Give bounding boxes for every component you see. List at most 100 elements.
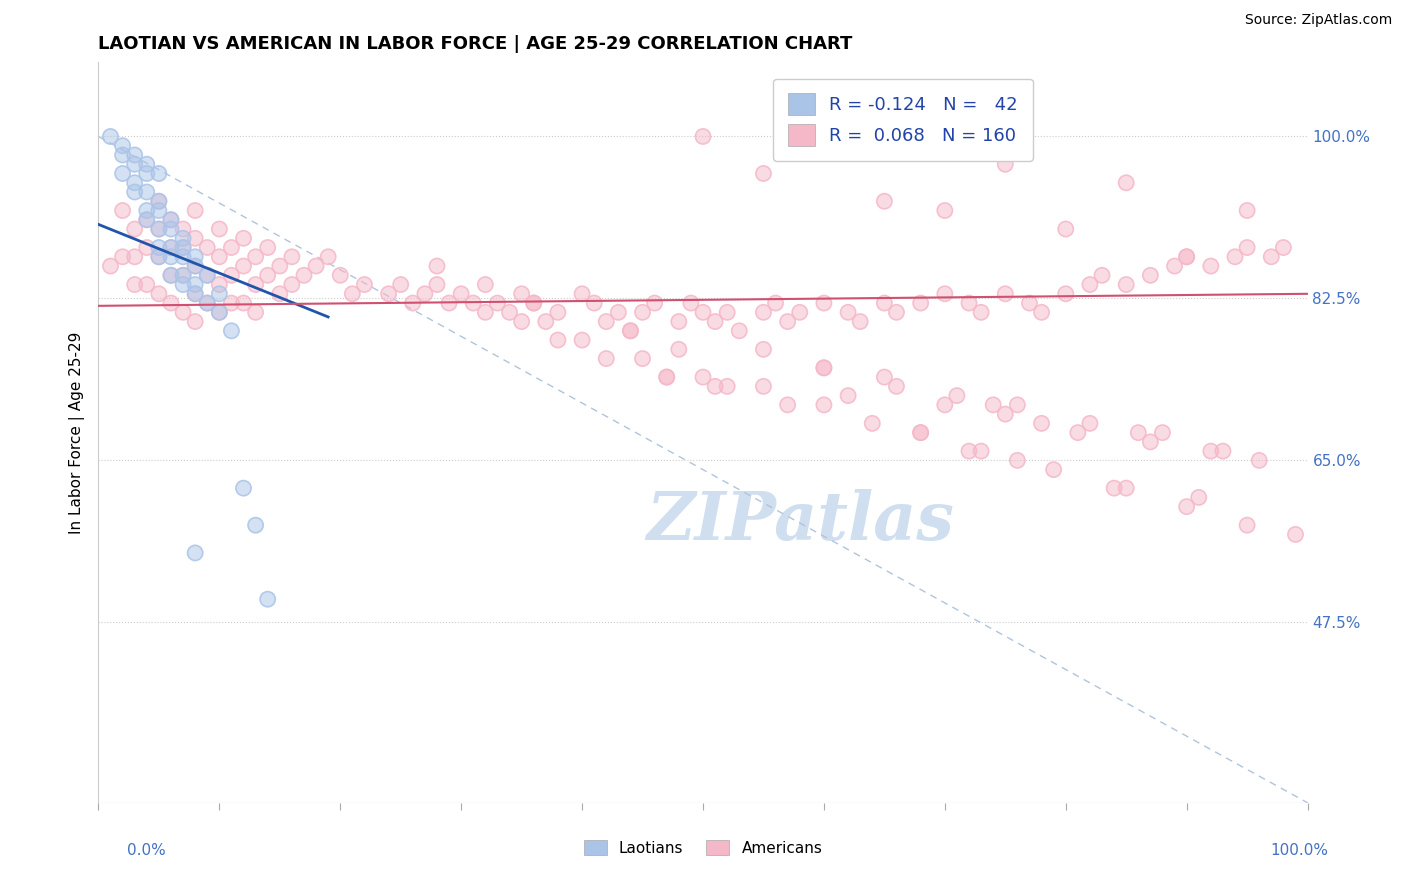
Point <box>184 546 207 560</box>
Point <box>595 351 617 366</box>
Point <box>208 222 231 236</box>
Point <box>160 240 183 255</box>
Point <box>208 286 231 301</box>
Point <box>1249 453 1271 467</box>
Point <box>655 370 678 384</box>
Point <box>148 194 170 209</box>
Point <box>910 296 932 310</box>
Point <box>100 259 122 273</box>
Point <box>208 250 231 264</box>
Point <box>1175 500 1198 514</box>
Point <box>910 425 932 440</box>
Point <box>474 277 496 292</box>
Point <box>172 222 194 236</box>
Point <box>160 212 183 227</box>
Point <box>1031 417 1053 431</box>
Point <box>135 203 157 218</box>
Point <box>776 398 799 412</box>
Point <box>232 259 254 273</box>
Point <box>135 157 157 171</box>
Point <box>245 305 267 319</box>
Point <box>547 305 569 319</box>
Point <box>655 370 678 384</box>
Point <box>668 343 690 357</box>
Point <box>1175 250 1198 264</box>
Point <box>245 277 267 292</box>
Point <box>195 268 218 283</box>
Point <box>353 277 375 292</box>
Point <box>135 185 157 199</box>
Point <box>172 250 194 264</box>
Point <box>111 250 134 264</box>
Point <box>1199 259 1222 273</box>
Point <box>221 268 243 283</box>
Point <box>172 240 194 255</box>
Point <box>124 277 146 292</box>
Point <box>571 286 593 301</box>
Point <box>547 333 569 347</box>
Point <box>1128 425 1150 440</box>
Point <box>619 324 641 338</box>
Point <box>124 157 146 171</box>
Point <box>692 305 714 319</box>
Point <box>160 222 183 236</box>
Point <box>1212 444 1234 458</box>
Point <box>1115 277 1137 292</box>
Point <box>124 176 146 190</box>
Point <box>100 259 122 273</box>
Point <box>245 518 267 533</box>
Point <box>172 231 194 245</box>
Point <box>789 305 811 319</box>
Point <box>1078 277 1101 292</box>
Point <box>124 157 146 171</box>
Point <box>813 398 835 412</box>
Point <box>1018 296 1040 310</box>
Point <box>232 296 254 310</box>
Point <box>135 185 157 199</box>
Point <box>873 296 896 310</box>
Point <box>1078 277 1101 292</box>
Point <box>245 305 267 319</box>
Point <box>860 417 883 431</box>
Point <box>752 166 775 180</box>
Point <box>184 277 207 292</box>
Point <box>765 296 787 310</box>
Point <box>1236 203 1258 218</box>
Point <box>644 296 666 310</box>
Point <box>910 425 932 440</box>
Point <box>148 250 170 264</box>
Point <box>256 268 278 283</box>
Point <box>934 398 956 412</box>
Point <box>679 296 702 310</box>
Point <box>813 296 835 310</box>
Point <box>292 268 315 283</box>
Point <box>1018 296 1040 310</box>
Text: Source: ZipAtlas.com: Source: ZipAtlas.com <box>1244 13 1392 28</box>
Point <box>981 398 1004 412</box>
Point <box>934 203 956 218</box>
Point <box>195 296 218 310</box>
Point <box>994 157 1017 171</box>
Point <box>1078 417 1101 431</box>
Point <box>245 250 267 264</box>
Point <box>1188 491 1211 505</box>
Point <box>135 166 157 180</box>
Point <box>292 268 315 283</box>
Point <box>1091 268 1114 283</box>
Point <box>184 277 207 292</box>
Point <box>208 277 231 292</box>
Point <box>172 268 194 283</box>
Point <box>221 240 243 255</box>
Point <box>221 268 243 283</box>
Point <box>752 343 775 357</box>
Point <box>1152 425 1174 440</box>
Y-axis label: In Labor Force | Age 25-29: In Labor Force | Age 25-29 <box>69 332 84 533</box>
Point <box>752 166 775 180</box>
Point <box>232 259 254 273</box>
Point <box>970 305 993 319</box>
Point <box>1139 268 1161 283</box>
Point <box>981 398 1004 412</box>
Point <box>679 296 702 310</box>
Point <box>172 240 194 255</box>
Point <box>208 286 231 301</box>
